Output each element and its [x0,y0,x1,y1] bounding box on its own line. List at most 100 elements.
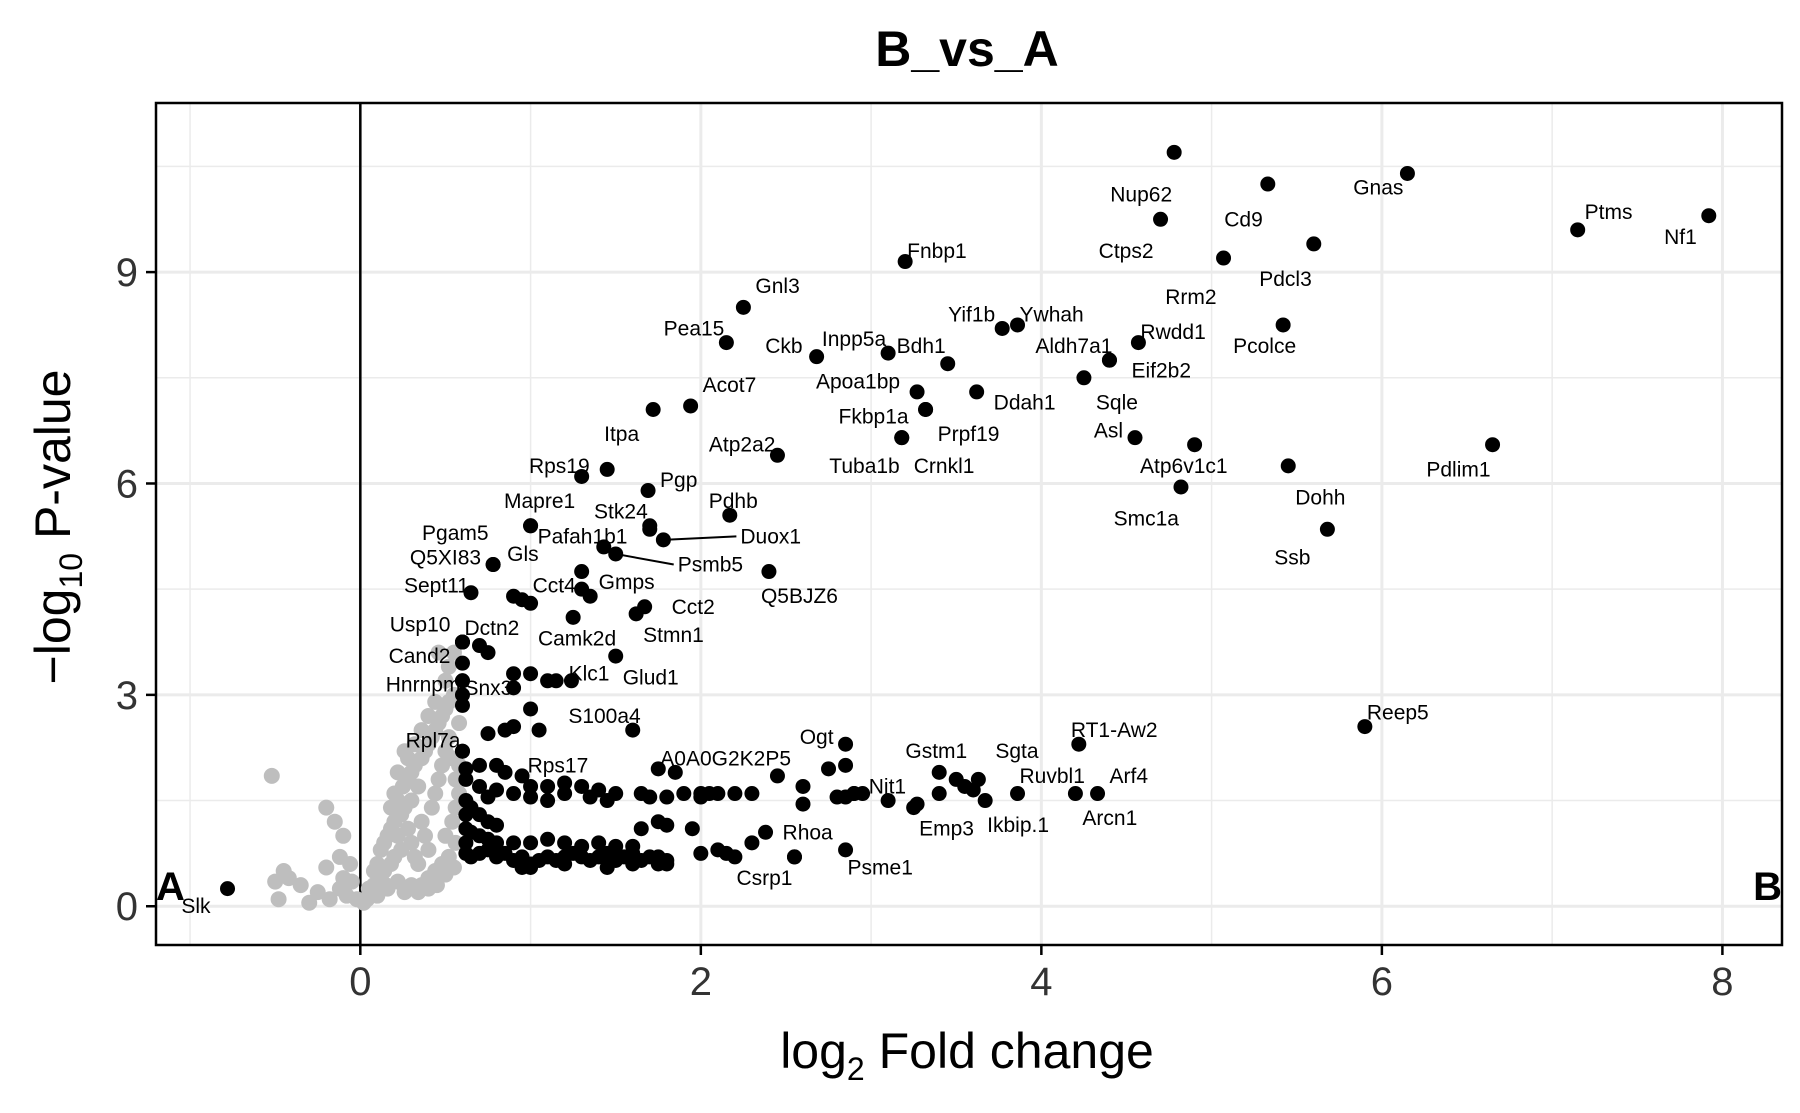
labeled-point [1260,176,1276,192]
labeled-point [1067,786,1083,802]
significant-point [591,835,607,851]
label-leader [615,552,674,566]
point-label: Duox1 [740,525,801,548]
significant-point [454,655,470,671]
point-label: Ikbip.1 [987,814,1049,837]
nonsignificant-point [427,693,444,710]
significant-point [540,793,556,809]
point-label: Crnkl1 [914,455,975,478]
nonsignificant-point [360,880,377,897]
point-label: Rps19 [529,455,590,478]
labeled-point [994,320,1010,336]
nonsignificant-point [410,778,427,795]
nonsignificant-point [445,859,462,876]
point-label: Fnbp1 [907,240,967,263]
labeled-point [909,796,925,812]
labeled-point [523,778,539,794]
significant-point [540,831,556,847]
significant-point [557,775,573,791]
labeled-point [1166,144,1182,160]
significant-point [582,588,598,604]
labeled-point [970,771,986,787]
point-label: Yif1b [948,303,995,326]
significant-point [557,835,573,851]
nonsignificant-point [444,813,461,830]
point-label: Rps17 [528,754,589,777]
labeled-point [220,881,236,897]
point-label: Cand2 [389,645,451,668]
significant-point [659,789,675,805]
labeled-point [625,722,641,738]
point-label: Dohh [1295,487,1345,510]
significant-point [497,764,513,780]
labeled-point [565,609,581,625]
point-label: Pea15 [664,317,725,340]
significant-point [795,778,811,794]
labeled-point [574,564,590,580]
significant-point [846,786,862,802]
point-label: Hnrnpm [386,673,461,696]
significant-point [458,771,474,787]
nonsignificant-point [389,764,406,781]
significant-point [693,845,709,861]
point-label: Gnas [1353,177,1403,200]
point-label: Gnl3 [755,275,799,298]
point-label: Apoa1bp [816,370,900,393]
point-label: Ckb [765,335,802,358]
point-label: Sqle [1096,391,1138,414]
labeled-point [683,398,699,414]
significant-point [599,859,615,875]
nonsignificant-point [403,792,420,809]
labeled-point [894,430,910,446]
point-label: RT1-Aw2 [1071,719,1158,742]
nonsignificant-point [318,859,335,876]
labeled-point [1076,370,1092,386]
significant-point [523,789,539,805]
labeled-point [1319,521,1335,537]
significant-points [220,144,1717,897]
nonsignificant-point [417,827,434,844]
significant-point [693,789,709,805]
significant-point [625,856,641,872]
labeled-point [880,793,896,809]
significant-point [506,680,522,696]
labeled-point [735,299,751,315]
nonsignificant-point [430,644,447,661]
y-axis: 0 3 6 9 [116,251,156,929]
point-label: Dctn2 [464,617,519,640]
point-label: Gstm1 [905,740,967,763]
labeled-point [1010,786,1026,802]
significant-point [523,859,539,875]
labeled-point [1399,165,1415,181]
x-tick-label: 0 [349,960,371,1004]
point-label: Acot7 [703,374,757,397]
point-label: A0A0G2K2P5 [660,747,791,770]
point-label: Cct4 [533,575,577,598]
point-label: Ssb [1274,546,1310,569]
significant-point [676,786,692,802]
labeled-point [1570,222,1586,238]
point-label: Csrp1 [736,867,792,890]
labeled-point [1071,736,1087,752]
plot-frame [154,101,1784,947]
nonsignificant-point [280,870,297,887]
point-label: S100a4 [568,705,641,728]
labeled-point [940,356,956,372]
labeled-point [1010,317,1026,333]
labeled-point [1187,437,1203,453]
nonsignificant-point [263,767,280,784]
significant-point [548,673,564,689]
point-label: Fkbp1a [839,406,909,429]
point-label: Arf4 [1110,765,1149,788]
nonsignificant-point [413,722,430,739]
point-label: Ctps2 [1099,240,1154,263]
point-label: Aldh7a1 [1035,335,1112,358]
labeled-point [608,648,624,664]
point-label: Smc1a [1114,508,1180,531]
point-label: Nf1 [1664,226,1697,249]
point-label: Nup62 [1110,184,1172,207]
point-label: Ruvbl1 [1020,765,1085,788]
point-label: Atp6v1c1 [1140,455,1228,478]
plot-border [154,101,1784,947]
